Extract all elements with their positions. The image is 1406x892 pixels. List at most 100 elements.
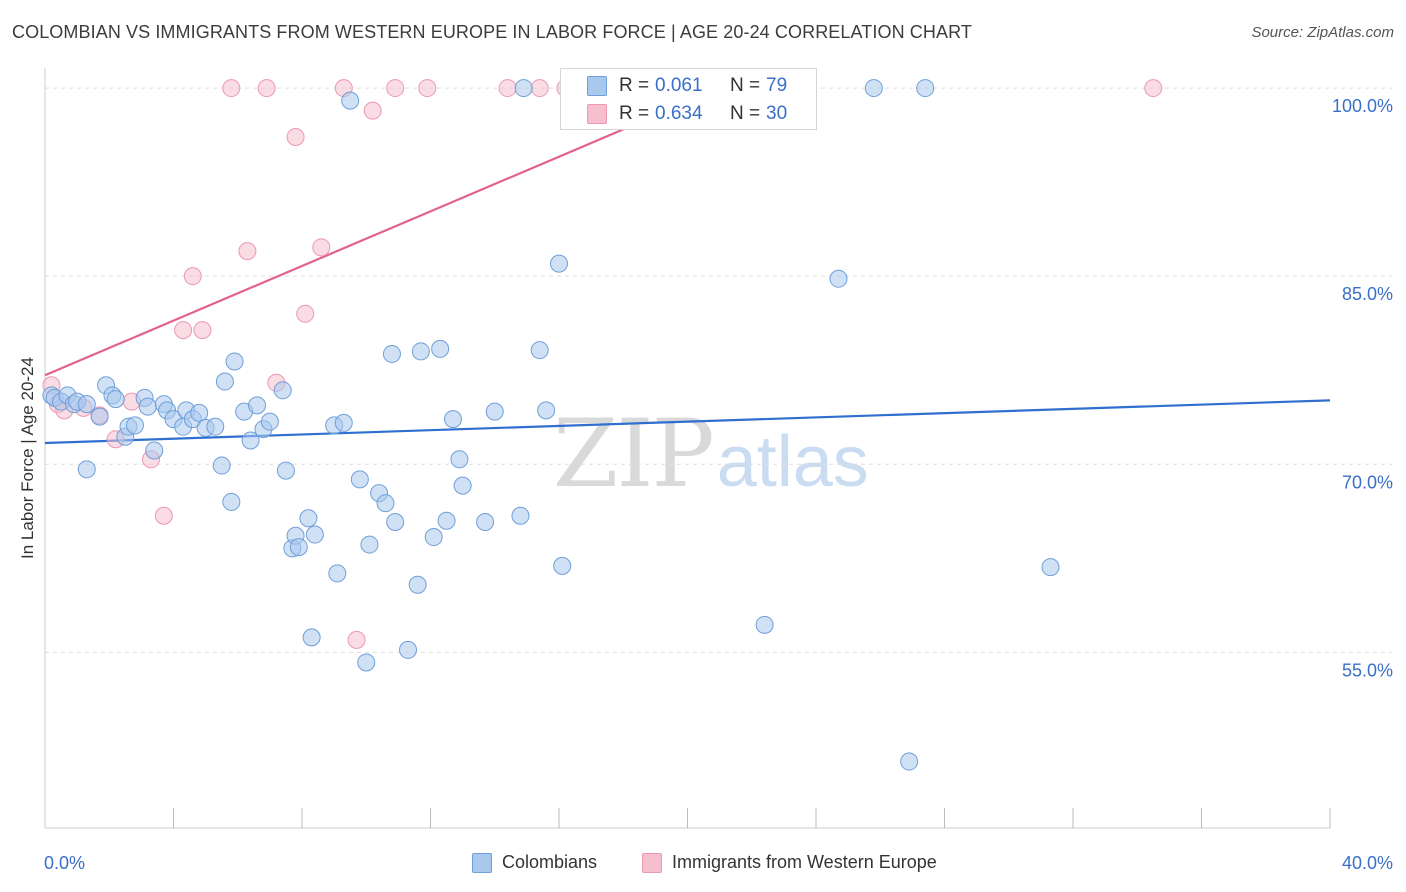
data-point-colombians (90, 407, 109, 426)
data-point-colombians (334, 413, 353, 432)
data-point-colombians (453, 476, 472, 495)
series-legend: Colombians Immigrants from Western Europ… (0, 852, 1406, 878)
data-point-immigrants (347, 630, 366, 649)
data-point-colombians (138, 397, 157, 416)
data-point-colombians (514, 79, 533, 98)
data-point-immigrants (286, 127, 305, 146)
data-point-colombians (437, 511, 456, 530)
data-point-colombians (900, 752, 919, 771)
data-point-colombians (77, 395, 96, 414)
source-credit: Source: ZipAtlas.com (1251, 24, 1394, 41)
data-point-colombians (916, 79, 935, 98)
chart-title: COLOMBIAN VS IMMIGRANTS FROM WESTERN EUR… (12, 22, 972, 42)
data-point-colombians (431, 339, 450, 358)
trend-lines (44, 83, 1331, 445)
data-point-colombians (443, 410, 462, 429)
data-point-colombians (77, 460, 96, 479)
data-point-colombians (305, 525, 324, 544)
data-point-colombians (289, 538, 308, 557)
data-point-immigrants (193, 321, 212, 340)
r-value: 0.634 (655, 103, 703, 124)
x-tick-label: 40.0% (1342, 853, 1393, 873)
data-point-colombians (260, 412, 279, 431)
n-label: N = (730, 103, 761, 124)
data-point-colombians (241, 431, 260, 450)
y-tick-label: 100.0% (1332, 96, 1393, 116)
y-tick-label: 85.0% (1342, 284, 1393, 304)
data-point-colombians (328, 564, 347, 583)
data-point-colombians (222, 492, 241, 511)
data-point-immigrants (1144, 79, 1163, 98)
data-point-immigrants (498, 79, 517, 98)
data-point-colombians (755, 615, 774, 634)
data-point-colombians (106, 390, 125, 409)
r-label: R = (619, 75, 650, 96)
data-point-colombians (829, 269, 848, 288)
data-point-colombians (530, 341, 549, 360)
data-point-colombians (350, 470, 369, 489)
data-point-colombians (215, 372, 234, 391)
legend-label: Colombians (502, 852, 598, 872)
data-point-colombians (357, 653, 376, 672)
data-point-colombians (299, 509, 318, 528)
data-point-colombians (145, 441, 164, 460)
data-point-colombians (125, 416, 144, 435)
data-point-colombians (1041, 558, 1060, 577)
data-point-colombians (376, 494, 395, 513)
grid-lines (45, 87, 1392, 653)
n-value: 30 (766, 103, 788, 124)
data-point-colombians (276, 461, 295, 480)
axes (44, 68, 1331, 829)
r-value: 0.061 (655, 75, 703, 96)
data-point-colombians (408, 575, 427, 594)
data-point-colombians (411, 342, 430, 361)
x-tick-label: 0.0% (44, 853, 85, 873)
data-point-immigrants (312, 238, 331, 257)
data-point-immigrants (530, 79, 549, 98)
legend-item-immigrants[interactable]: Immigrants from Western Europe (642, 852, 937, 873)
data-point-colombians (485, 402, 504, 421)
data-point-immigrants (257, 79, 276, 98)
data-point-colombians (360, 535, 379, 554)
data-point-colombians (424, 528, 443, 547)
data-point-colombians (399, 640, 418, 659)
legend-label: Immigrants from Western Europe (672, 852, 937, 872)
data-point-colombians (476, 512, 495, 531)
legend-swatch-pink (642, 852, 662, 873)
watermark-zip: ZIP (553, 400, 715, 509)
data-point-colombians (248, 396, 267, 415)
y-axis-label: In Labor Force | Age 20-24 (18, 357, 37, 559)
series-colombians-points (42, 79, 1060, 771)
legend-item-colombians[interactable]: Colombians (472, 852, 597, 873)
n-label: N = (730, 75, 761, 96)
data-point-colombians (864, 79, 883, 98)
y-tick-label: 70.0% (1342, 472, 1393, 492)
data-point-colombians (273, 381, 292, 400)
watermark-atlas: atlas (716, 422, 869, 502)
tick-labels: 55.0% 70.0% 85.0% 100.0% 0.0% 40.0% (44, 96, 1393, 873)
stats-legend: R = 0.061 N = 79 R = 0.634 N = 30 (560, 68, 817, 130)
data-point-colombians (450, 450, 469, 469)
series-immigrants-points (42, 79, 1163, 649)
data-point-immigrants (183, 267, 202, 286)
data-point-colombians (550, 254, 568, 273)
data-point-colombians (212, 456, 231, 475)
data-point-immigrants (418, 79, 437, 98)
data-point-colombians (225, 352, 244, 371)
data-point-colombians (341, 91, 360, 110)
data-point-colombians (302, 628, 321, 647)
data-point-immigrants (154, 506, 173, 525)
legend-swatch-pink (587, 104, 607, 124)
data-point-immigrants (174, 321, 193, 340)
data-point-colombians (553, 556, 572, 575)
watermark: ZIPatlas (553, 400, 869, 509)
data-point-colombians (386, 512, 405, 531)
data-point-immigrants (222, 79, 241, 98)
legend-swatch-blue (472, 852, 492, 873)
data-point-immigrants (296, 304, 315, 323)
data-point-immigrants (363, 101, 382, 120)
legend-swatch-blue (587, 76, 607, 96)
data-point-immigrants (386, 79, 405, 98)
data-point-colombians (537, 401, 556, 420)
